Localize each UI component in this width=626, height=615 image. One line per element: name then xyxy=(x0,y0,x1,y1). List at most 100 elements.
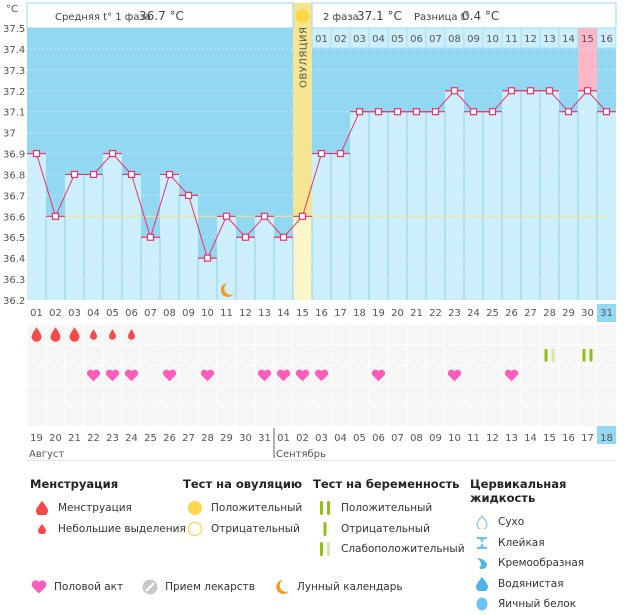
temperature-point xyxy=(70,170,79,179)
legend-label: Прием лекарств xyxy=(165,581,255,593)
test-positive-icon xyxy=(313,501,337,516)
marker-cell xyxy=(369,406,388,426)
month-label: Сентябрь xyxy=(276,449,326,460)
marker-cell xyxy=(426,324,445,344)
y-tick-label: 36.2 xyxy=(3,296,25,307)
heart-icon xyxy=(257,369,272,382)
phase2-day-label: 02 xyxy=(334,34,347,45)
marker-cell xyxy=(407,406,426,426)
moon-icon xyxy=(220,283,234,297)
legend-title: Тест на беременность xyxy=(313,477,460,491)
marker-cell xyxy=(331,365,350,385)
dry-icon xyxy=(470,515,494,530)
x-tick-label: 14 xyxy=(277,308,290,319)
legend-item: Половой акт xyxy=(30,578,123,596)
temperature-point xyxy=(89,170,98,179)
marker-cell xyxy=(540,406,559,426)
legend-label: Положительный xyxy=(341,502,433,515)
marker-cell xyxy=(217,365,236,385)
y-tick-label: 37.5 xyxy=(3,24,25,35)
calendar-date: 23 xyxy=(106,433,119,444)
legend-item: Лунный календарь xyxy=(273,578,403,596)
calendar-date: 28 xyxy=(201,433,214,444)
x-tick-label: 31 xyxy=(600,308,613,319)
calendar-date: 24 xyxy=(125,433,138,444)
marker-cell xyxy=(388,386,407,406)
heart-icon xyxy=(504,369,519,382)
marker-cell xyxy=(578,365,597,385)
legend-label: Половой акт xyxy=(54,581,124,593)
marker-cell xyxy=(597,386,616,406)
heart-icon xyxy=(276,369,291,382)
temperature-bar xyxy=(160,174,179,300)
temperature-bar xyxy=(274,237,293,300)
marker-cell xyxy=(293,345,312,365)
x-tick-label: 20 xyxy=(391,308,404,319)
marker-cell xyxy=(141,386,160,406)
marker-cell xyxy=(312,324,331,344)
x-tick-label: 27 xyxy=(524,308,537,319)
temperature-point xyxy=(545,87,554,95)
phase2-day-label: 08 xyxy=(448,34,461,45)
calendar-date: 27 xyxy=(182,433,195,444)
marker-cell xyxy=(597,324,616,344)
y-tick-label: 37 xyxy=(3,129,16,140)
y-tick-label: 37.4 xyxy=(3,45,25,56)
marker-cell xyxy=(236,406,255,426)
x-tick-label: 24 xyxy=(467,308,480,319)
marker-cell xyxy=(464,406,483,426)
marker-cell xyxy=(426,406,445,426)
marker-cell xyxy=(407,386,426,406)
heart-icon xyxy=(105,369,120,382)
marker-cell xyxy=(46,406,65,426)
legend-title: Тест на овуляцию xyxy=(183,477,303,491)
legend-label: Сухо xyxy=(498,516,525,529)
marker-cell xyxy=(198,406,217,426)
sun-filled-icon xyxy=(183,500,207,516)
marker-cell xyxy=(407,365,426,385)
marker-cell xyxy=(540,386,559,406)
calendar-date: 31 xyxy=(258,433,271,444)
drop-large-icon xyxy=(69,327,80,342)
marker-cell xyxy=(179,324,198,344)
legend-item: Слабоположительный xyxy=(313,539,465,560)
x-tick-label: 12 xyxy=(239,308,252,319)
phase2-day-label: 11 xyxy=(505,34,518,45)
calendar-date: 06 xyxy=(372,433,385,444)
marker-cell xyxy=(559,365,578,385)
legend-item: Отрицательный xyxy=(313,519,465,540)
marker-cell xyxy=(445,324,464,344)
sun-outline-icon xyxy=(183,521,207,537)
legend-label: Лунный календарь xyxy=(296,581,403,593)
marker-cell xyxy=(274,324,293,344)
temperature-point xyxy=(488,108,497,116)
x-tick-label: 19 xyxy=(372,308,385,319)
temperature-point xyxy=(317,149,326,158)
y-tick-label: 36.3 xyxy=(3,275,25,286)
y-tick-label: 36.5 xyxy=(3,233,25,244)
calendar-date: 26 xyxy=(163,433,176,444)
marker-cell xyxy=(84,406,103,426)
temperature-bar xyxy=(521,90,540,301)
marker-cell xyxy=(103,386,122,406)
marker-cell xyxy=(65,406,84,426)
phase2-value: 37.1 °C xyxy=(357,9,402,23)
phase2-day-label: 01 xyxy=(315,34,328,45)
marker-cell xyxy=(255,345,274,365)
marker-cell xyxy=(350,386,369,406)
calendar-date: 08 xyxy=(410,433,423,444)
marker-cell xyxy=(141,345,160,365)
marker-cell xyxy=(122,386,141,406)
ovulation-sun-icon xyxy=(295,9,310,23)
temperature-point xyxy=(279,233,288,241)
marker-cell xyxy=(578,345,597,365)
marker-cell xyxy=(559,386,578,406)
x-tick-label: 26 xyxy=(505,308,518,319)
calendar-date: 16 xyxy=(562,433,575,444)
calendar-date: 18 xyxy=(600,433,613,444)
temperature-point xyxy=(184,191,193,199)
phase2-label: 2 фаза xyxy=(323,12,359,23)
x-tick-label: 25 xyxy=(486,308,499,319)
phase2-day-label: 04 xyxy=(372,34,385,45)
